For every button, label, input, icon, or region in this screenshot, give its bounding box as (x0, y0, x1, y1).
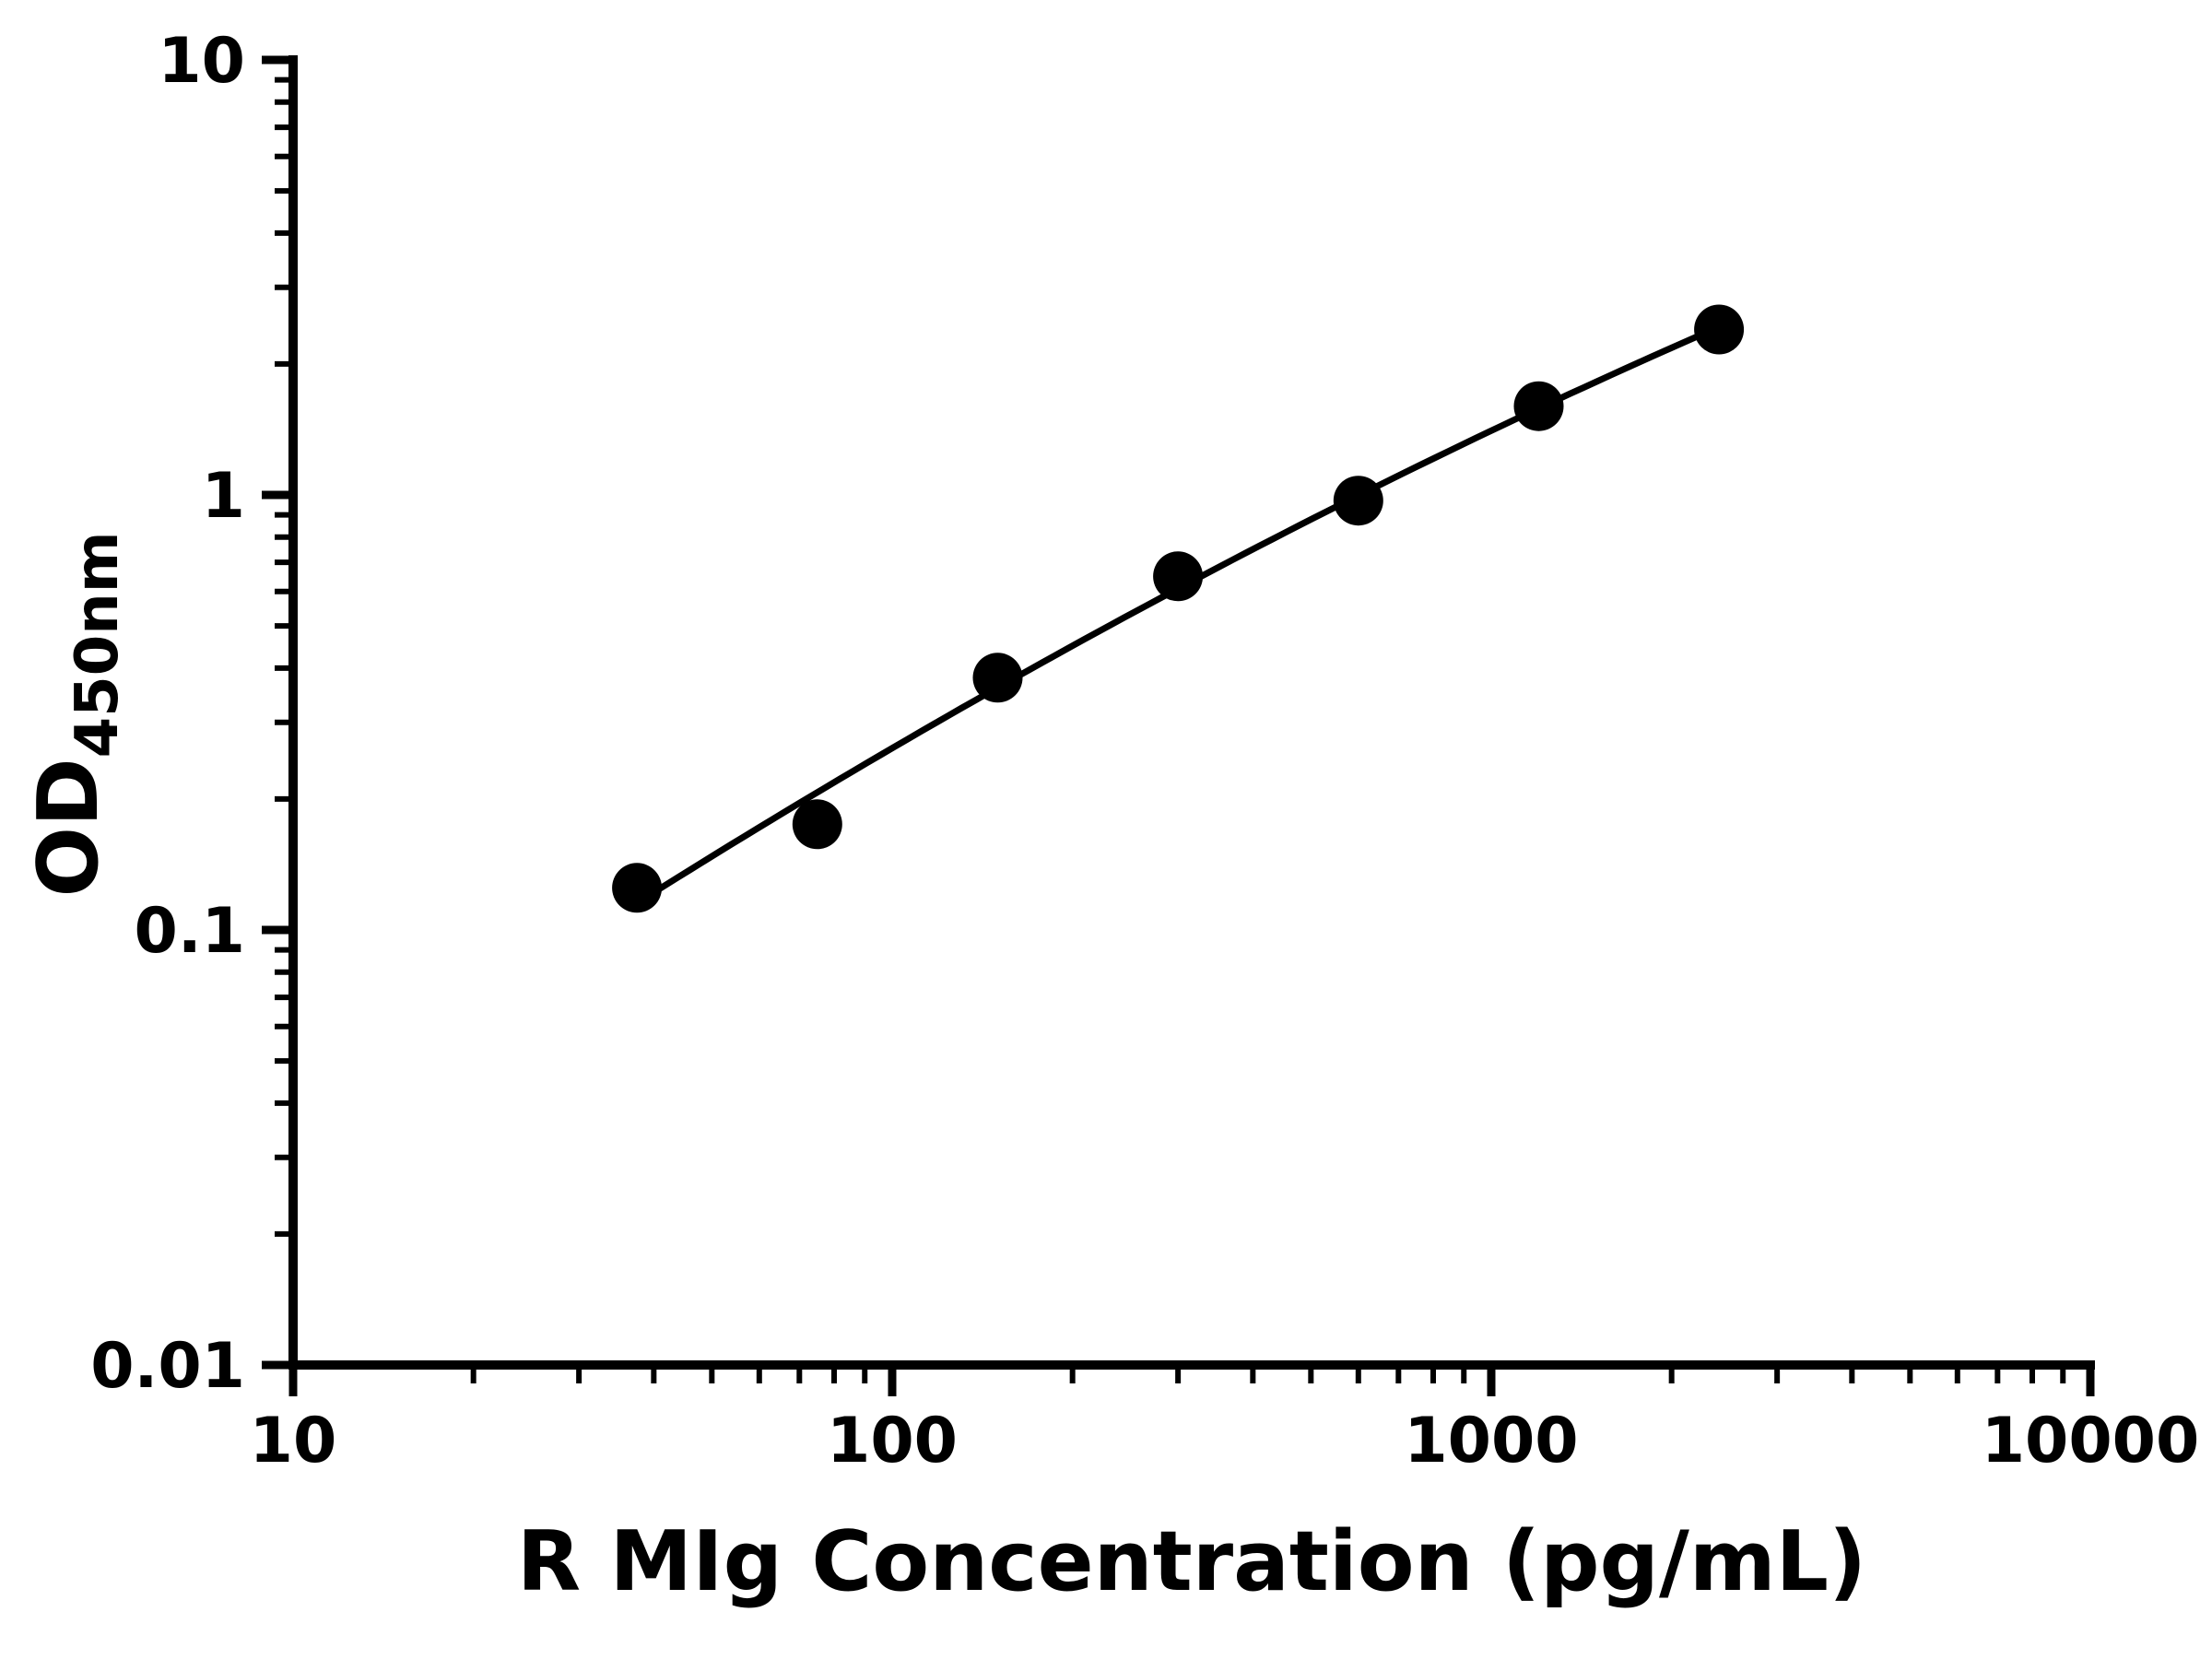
data-point (612, 863, 663, 913)
data-point (972, 653, 1023, 703)
y-axis-title-subscript: 450nm (64, 531, 132, 758)
y-axis-title-main: OD (20, 758, 117, 897)
data-point (792, 799, 842, 850)
data-point (1153, 551, 1204, 602)
axes-layer: 10 100 1000 10000 0.01 0.1 1 10 (90, 25, 2199, 1477)
x-axis-title: R MIg Concentration (pg/mL) (517, 1513, 1866, 1610)
x-tick-label: 10 (250, 1405, 337, 1477)
y-tick-label: 0.01 (90, 1330, 245, 1403)
x-tick-label: 1000 (1404, 1405, 1578, 1477)
data-point (1513, 381, 1564, 431)
data-point (1694, 304, 1745, 355)
y-tick-label: 0.1 (135, 895, 245, 968)
y-tick-label: 1 (202, 460, 245, 533)
x-tick-label: 100 (827, 1405, 958, 1477)
y-axis-title: OD450nm (20, 531, 132, 897)
y-tick-label: 10 (158, 25, 245, 98)
data-point (1333, 476, 1383, 526)
data-series-layer (612, 304, 1745, 913)
x-tick-label: 10000 (1982, 1405, 2200, 1477)
